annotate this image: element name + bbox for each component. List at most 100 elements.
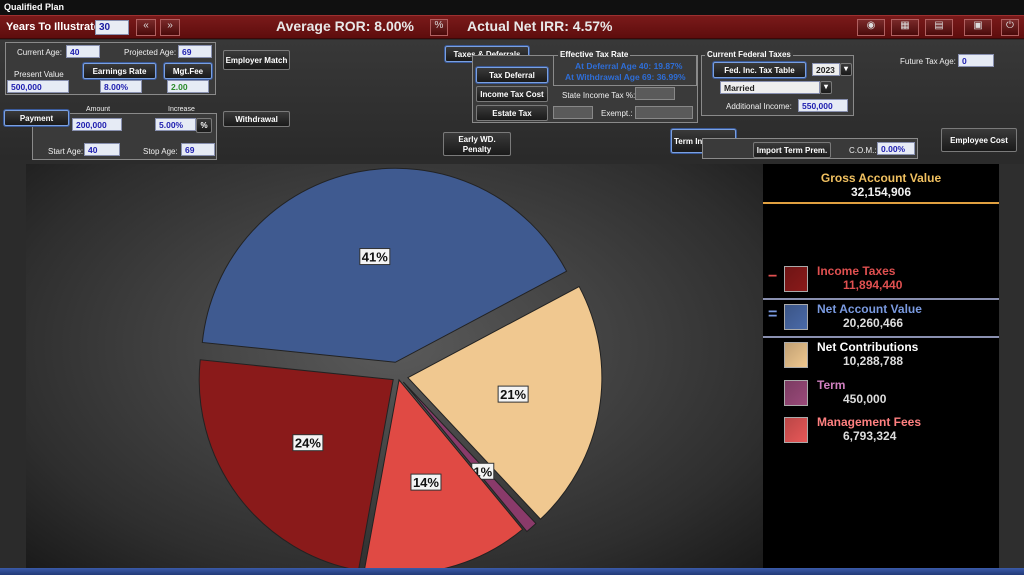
year-chevron-down-icon[interactable]: ▾ <box>840 63 852 76</box>
power-icon[interactable]: ⏻ <box>1001 19 1019 36</box>
chart-icon[interactable]: ▣ <box>964 19 992 36</box>
years-input[interactable]: 30 <box>95 20 129 35</box>
legend-item-name: Net Account Value <box>817 302 922 316</box>
right-edge-strip <box>999 164 1024 568</box>
projected-age-label: Projected Age: <box>124 48 177 57</box>
future-tax-age-input[interactable]: 0 <box>958 54 994 67</box>
estate-tax-button[interactable]: Estate Tax <box>476 105 548 121</box>
pie-slice[interactable] <box>201 167 568 363</box>
withdrawal-button[interactable]: Withdrawal <box>223 111 290 127</box>
pie-slice-label: 14% <box>413 475 439 490</box>
amount-label: Amount <box>86 106 111 113</box>
pie-slice[interactable] <box>364 378 524 568</box>
legend-item-value: 450,000 <box>843 392 887 406</box>
pie-label-box <box>359 248 391 266</box>
filing-status-select[interactable]: Married <box>720 81 820 94</box>
legend-panel: Gross Account Value 32,154,906 − Income T… <box>763 164 999 568</box>
legend-item-name: Management Fees <box>817 415 922 429</box>
projected-age-input[interactable]: 69 <box>178 45 212 58</box>
percent-icon[interactable]: % <box>430 19 448 36</box>
legend-swatch <box>784 417 808 443</box>
state-income-tax-label: State Income Tax %: <box>562 91 636 100</box>
import-term-button[interactable]: Import Term Prem. <box>753 142 831 158</box>
legend-swatch <box>784 342 808 368</box>
tax-deferral-button[interactable]: Tax Deferral <box>476 67 548 83</box>
withdrawal-rate: At Withdrawal Age 69: 36.99% <box>565 72 686 82</box>
legend-item-value: 6,793,324 <box>843 429 897 443</box>
mgt-fee-input[interactable]: 2.00 <box>167 80 209 93</box>
filing-chevron-down-icon[interactable]: ▾ <box>820 81 832 94</box>
employer-match-button[interactable]: Employer Match <box>223 50 290 70</box>
stop-age-label: Stop Age: <box>143 147 178 156</box>
com-input[interactable]: 0.00% <box>877 142 915 155</box>
earnings-rate-input[interactable]: 8.00% <box>100 80 142 93</box>
gross-value: 32,154,906 <box>850 185 912 199</box>
legend-swatch <box>784 304 808 330</box>
legend-item-value: 11,894,440 <box>843 278 903 292</box>
effective-tax-title: Effective Tax Rate <box>558 50 631 59</box>
table-icon[interactable]: ▤ <box>925 19 953 36</box>
start-age-label: Start Age: <box>48 147 84 156</box>
increase-input[interactable]: 5.00% <box>155 118 196 131</box>
employee-cost-button[interactable]: Employee Cost <box>941 128 1017 152</box>
deferral-rate: At Deferral Age 40: 19.87% <box>575 61 683 71</box>
additional-income-label: Additional Income: <box>726 102 792 111</box>
legend-item-name: Term <box>817 378 846 392</box>
mgt-fee-button[interactable]: Mgt.Fee <box>164 63 212 79</box>
gross-value-title: Gross Account Value <box>820 171 942 185</box>
pie-slice-label: 21% <box>500 387 526 402</box>
pie-label-box <box>497 385 529 403</box>
legend-item-value: 10,288,788 <box>843 354 904 368</box>
com-label: C.O.M.: <box>849 146 877 155</box>
present-value-label: Present Value <box>14 70 64 79</box>
gross-divider <box>763 202 999 204</box>
double-left-arrow-icon[interactable]: « <box>136 19 156 36</box>
legend-divider <box>763 336 999 338</box>
payment-button[interactable]: Payment <box>4 110 69 126</box>
pie-slice-label: 24% <box>295 436 321 451</box>
additional-income-input[interactable]: 550,000 <box>798 99 848 112</box>
exempt-label: Exempt.: <box>601 109 633 118</box>
pie-slice[interactable] <box>402 381 537 533</box>
legend-item-value: 20,260,466 <box>843 316 904 330</box>
pie-slice-label: 41% <box>362 250 388 265</box>
fed-tax-table-button[interactable]: Fed. Inc. Tax Table <box>713 62 806 78</box>
federal-tax-title: Current Federal Taxes <box>705 50 793 59</box>
pie-slice[interactable] <box>407 285 603 520</box>
average-ror: Average ROR: 8.00% <box>276 18 414 34</box>
future-tax-age-label: Future Tax Age: <box>900 57 956 66</box>
actual-irr: Actual Net IRR: 4.57% <box>467 18 613 34</box>
legend-operator: = <box>768 306 778 323</box>
top-toolbar: Years To Illustrate: 30 « » Average ROR:… <box>0 15 1024 39</box>
pie-slice[interactable] <box>198 359 394 568</box>
stop-age-input[interactable]: 69 <box>181 143 215 156</box>
grid-icon[interactable]: ▦ <box>891 19 919 36</box>
current-age-input[interactable]: 40 <box>66 45 100 58</box>
legend-operator: − <box>768 268 778 285</box>
increase-label: Increase <box>168 106 195 113</box>
years-label: Years To Illustrate: <box>6 21 104 33</box>
double-right-arrow-icon[interactable]: » <box>160 19 180 36</box>
legend-divider <box>763 298 999 300</box>
legend-item-name: Net Contributions <box>817 340 919 354</box>
state-income-tax-input[interactable] <box>635 87 675 100</box>
year-select[interactable]: 2023 <box>812 63 840 76</box>
early-wd-penalty-button[interactable]: Early WD. Penalty <box>443 132 511 156</box>
pie-label-box <box>292 434 324 452</box>
present-value-input[interactable]: 500,000 <box>7 80 69 93</box>
eye-icon[interactable]: ◉ <box>857 19 885 36</box>
start-age-input[interactable]: 40 <box>84 143 120 156</box>
taskbar <box>0 568 1024 575</box>
controls-panel: Current Age: 40 Projected Age: 69 Presen… <box>0 40 1024 160</box>
pie-chart: 41%21%1%14%24% <box>198 167 603 568</box>
earnings-rate-button[interactable]: Earnings Rate <box>83 63 156 79</box>
exempt-input[interactable] <box>635 106 693 119</box>
pie-chart-area: 41% 21% 1% 14% 24% <box>26 164 763 568</box>
income-tax-cost-button[interactable]: Income Tax Cost <box>476 86 548 102</box>
window-title: Qualified Plan <box>0 0 1024 15</box>
current-age-label: Current Age: <box>17 48 62 57</box>
amount-input[interactable]: 200,000 <box>72 118 122 131</box>
percent-unit-button[interactable]: % <box>196 118 212 133</box>
estate-value-input[interactable] <box>553 106 593 119</box>
pie-label-box <box>410 473 442 491</box>
